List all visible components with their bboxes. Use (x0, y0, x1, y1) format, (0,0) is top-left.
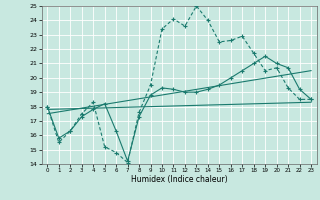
X-axis label: Humidex (Indice chaleur): Humidex (Indice chaleur) (131, 175, 228, 184)
